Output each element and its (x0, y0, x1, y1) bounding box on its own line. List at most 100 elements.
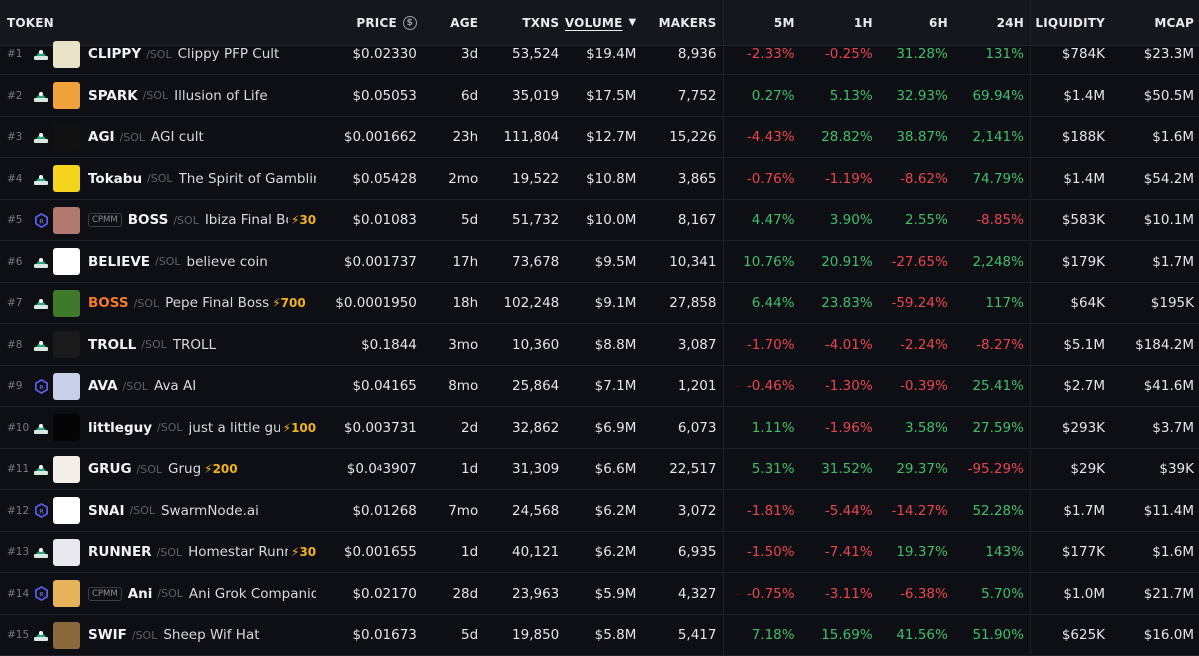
change-6h-cell: 19.37% (896, 544, 948, 560)
table-row[interactable]: #7 BOSS/SOL Pepe Final Boss ⚡700 $0.0001950 1… (0, 283, 1199, 324)
table-row[interactable]: #9 R AVA/SOL Ava AI $0.04165 8mo 25,864 $7.1M 1,… (0, 366, 1199, 407)
header-6h[interactable]: 6H (929, 15, 948, 30)
token-cell[interactable]: #3 AGI/SOL AGI cult (0, 117, 316, 157)
header-1h[interactable]: 1H (853, 15, 873, 30)
token-avatar (53, 123, 80, 151)
rank-label: #1 (7, 48, 23, 60)
token-cell[interactable]: #14 R CPMM Ani/SOL Ani Grok Companion (0, 573, 316, 614)
token-cell[interactable]: #8 TROLL/SOL TROLL (0, 324, 316, 365)
token-symbol[interactable]: SPARK (88, 87, 138, 104)
svg-text:R: R (39, 383, 44, 391)
header-price[interactable]: PRICE $ (316, 0, 423, 45)
header-volume[interactable]: VOLUME ▼ (565, 0, 644, 45)
token-cell[interactable]: #13 RUNNER/SOL Homestar Runner⚡30 (0, 532, 316, 572)
token-name[interactable]: TROLL (172, 336, 217, 353)
header-makers[interactable]: MAKERS (658, 15, 717, 30)
token-symbol[interactable]: Tokabu (88, 170, 143, 187)
table-row[interactable]: #2 SPARK/SOL Illusion of Life $0.05053 6d 35,… (0, 75, 1199, 117)
table-row[interactable]: #8 TROLL/SOL TROLL $0.1844 3mo 10,360 $8.8M 3,0… (0, 324, 1199, 366)
table-row[interactable]: #13 RUNNER/SOL Homestar Runner⚡30 $0.001655… (0, 532, 1199, 573)
change-1h-cell: -0.25% (824, 46, 873, 62)
table-row[interactable]: #12 R SNAI/SOL SwarmNode.ai $0.01268 7mo 24,56… (0, 490, 1199, 532)
token-name[interactable]: Homestar Runner (188, 544, 288, 560)
table-row[interactable]: #4 Tokabu/SOL The Spirit of Gambling $0.054… (0, 158, 1199, 200)
token-avatar (53, 82, 80, 109)
mcap-cell: $1.6M (1152, 544, 1194, 560)
token-symbol[interactable]: CLIPPY (88, 46, 142, 62)
token-name[interactable]: Grug (168, 461, 202, 477)
token-name[interactable]: just a little guy (188, 419, 280, 436)
token-avatar (53, 331, 80, 358)
token-name[interactable]: Ibiza Final Boss (204, 212, 288, 228)
token-name[interactable]: Ava AI (154, 378, 197, 394)
change-6h-cell: -59.24% (891, 295, 948, 311)
token-cell[interactable]: #15 SWIF/SOL Sheep Wif Hat (0, 615, 316, 655)
token-cell[interactable]: #6 BELIEVE/SOL believe coin (0, 241, 316, 282)
token-symbol[interactable]: RUNNER (88, 544, 152, 560)
table-row[interactable]: #5 R CPMM BOSS/SOL Ibiza Final Boss⚡30 $0.010… (0, 200, 1199, 241)
token-cell[interactable]: #10 littleguy/SOL just a little guy ⚡100 (0, 407, 316, 448)
makers-cell: 10,341 (669, 253, 717, 270)
token-cell[interactable]: #5 R CPMM BOSS/SOL Ibiza Final Boss⚡30 (0, 200, 316, 240)
token-name[interactable]: Clippy PFP Cult (177, 46, 280, 62)
token-symbol[interactable]: SNAI (88, 502, 125, 519)
header-mcap[interactable]: MCAP (1154, 15, 1194, 30)
token-cell[interactable]: #7 BOSS/SOL Pepe Final Boss ⚡700 (0, 283, 316, 323)
token-name[interactable]: Sheep Wif Hat (163, 627, 260, 643)
table-row[interactable]: #15 SWIF/SOL Sheep Wif Hat $0.01673 5d 19,850… (0, 615, 1199, 656)
header-token[interactable]: TOKEN (7, 15, 54, 30)
header-24h[interactable]: 24H (996, 15, 1024, 30)
token-cell[interactable]: #2 SPARK/SOL Illusion of Life (0, 75, 316, 116)
txns-cell: 111,804 (503, 129, 560, 145)
token-symbol[interactable]: BELIEVE (88, 253, 151, 270)
table-row[interactable]: #1 CLIPPY/SOL Clippy PFP Cult $0.02330 3d 53,… (0, 34, 1199, 75)
cpmm-badge: CPMM (88, 586, 122, 601)
token-symbol[interactable]: AGI (88, 129, 115, 145)
mcap-cell: $184.2M (1135, 336, 1194, 353)
token-cell[interactable]: #11 GRUG/SOL Grug ⚡200 (0, 449, 316, 489)
makers-cell: 3,072 (677, 502, 717, 519)
token-name[interactable]: SwarmNode.ai (160, 502, 259, 519)
liquidity-cell: $5.1M (1029, 324, 1111, 365)
token-symbol[interactable]: GRUG (88, 461, 132, 477)
token-symbol[interactable]: Ani (127, 585, 153, 602)
pumpswap-icon (33, 337, 49, 353)
token-name[interactable]: The Spirit of Gambling (178, 170, 317, 187)
volume-cell: $9.1M (594, 295, 637, 311)
token-cell[interactable]: #12 R SNAI/SOL SwarmNode.ai (0, 490, 316, 531)
token-name[interactable]: AGI cult (151, 129, 204, 145)
token-symbol[interactable]: BOSS (127, 212, 169, 228)
token-symbol[interactable]: AVA (88, 378, 118, 394)
chain-label: /SOL (119, 130, 146, 144)
token-symbol[interactable]: TROLL (88, 336, 137, 353)
change-5m-cell: 6.44% (723, 283, 800, 323)
header-age[interactable]: AGE (450, 15, 479, 30)
table-row[interactable]: #11 GRUG/SOL Grug ⚡200 $0.0 4 3907 1d 31,309 $6.6… (0, 449, 1199, 490)
token-name[interactable]: Ani Grok Companion (188, 585, 317, 602)
token-symbol[interactable]: BOSS (88, 295, 129, 311)
mcap-cell: $195K (1150, 295, 1194, 311)
table-row[interactable]: #10 littleguy/SOL just a little guy ⚡100 $0.… (0, 407, 1199, 449)
table-row[interactable]: #3 AGI/SOL AGI cult $0.001662 23h 111,804 $12.… (0, 117, 1199, 158)
token-cell[interactable]: #1 CLIPPY/SOL Clippy PFP Cult (0, 34, 316, 74)
dollar-icon[interactable]: $ (402, 15, 417, 30)
token-cell[interactable]: #4 Tokabu/SOL The Spirit of Gambling (0, 158, 316, 199)
header-txns[interactable]: TXNS (522, 15, 560, 30)
token-name[interactable]: Pepe Final Boss (165, 295, 270, 311)
volume-cell: $17.5M (586, 87, 637, 104)
token-name[interactable]: believe coin (186, 253, 268, 270)
price-cell: $0.05428 (352, 170, 417, 187)
liquidity-cell: $583K (1029, 200, 1111, 240)
change-24h-cell: -8.27% (976, 336, 1024, 353)
header-5m[interactable]: 5M (723, 0, 800, 45)
token-cell[interactable]: #9 R AVA/SOL Ava AI (0, 366, 316, 406)
token-symbol[interactable]: SWIF (88, 627, 127, 643)
age-cell: 28d (452, 585, 479, 602)
header-liquidity[interactable]: LIQUIDITY (1029, 0, 1111, 45)
txns-cell: 23,963 (512, 585, 560, 602)
table-row[interactable]: #14 R CPMM Ani/SOL Ani Grok Companion $0.0217… (0, 573, 1199, 615)
token-symbol[interactable]: littleguy (88, 419, 153, 436)
token-name[interactable]: Illusion of Life (174, 87, 268, 104)
table-row[interactable]: #6 BELIEVE/SOL believe coin $0.001737 17h 73,… (0, 241, 1199, 283)
makers-cell: 3,087 (677, 336, 717, 353)
